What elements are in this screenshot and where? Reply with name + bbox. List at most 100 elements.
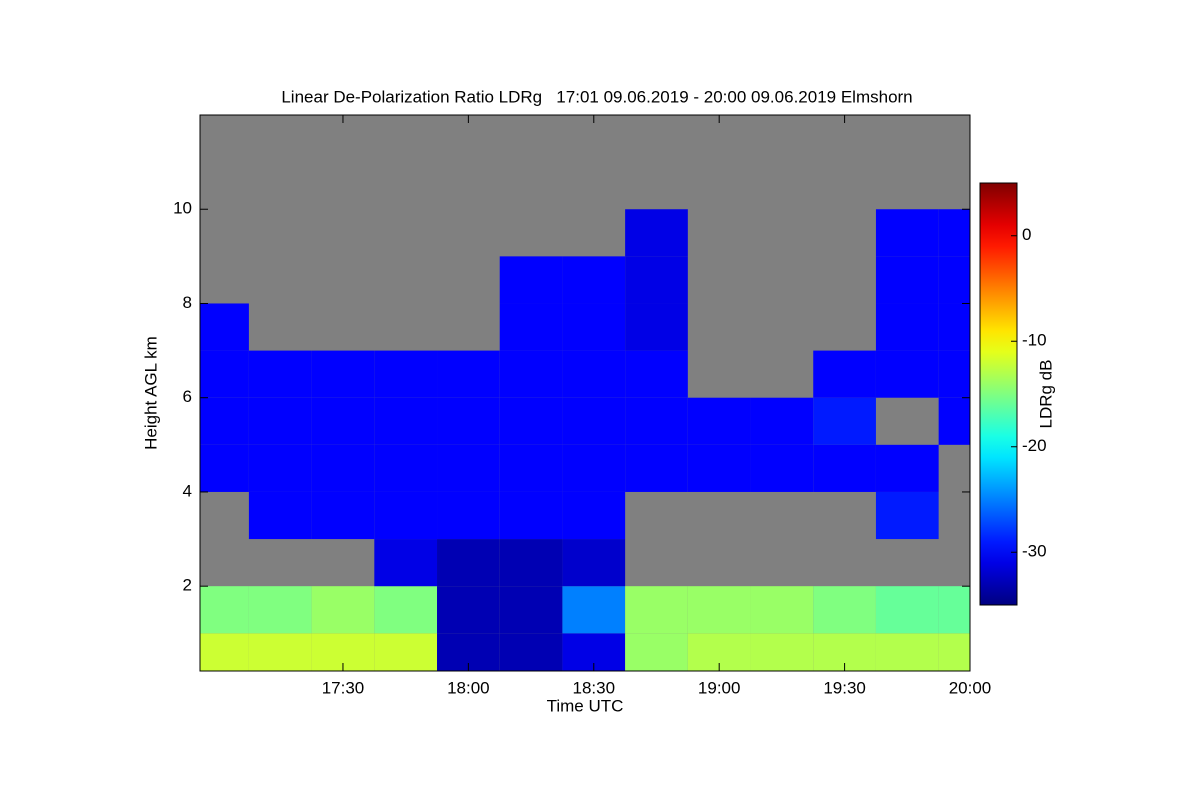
heatmap-cell — [687, 444, 751, 492]
y-tick-label: 2 — [183, 576, 192, 595]
heatmap-cell — [374, 586, 438, 634]
heatmap-cell — [750, 444, 814, 492]
heatmap-cell — [562, 350, 626, 398]
heatmap-cell — [200, 586, 249, 634]
heatmap-cell — [311, 491, 375, 540]
heatmap-cell — [499, 303, 563, 351]
colorbar-tick-label: -20 — [1022, 436, 1047, 455]
heatmap-cell — [813, 350, 876, 398]
heatmap-cell — [374, 397, 438, 445]
heatmap-cell — [938, 397, 970, 445]
heatmap-cell — [437, 444, 500, 492]
heatmap-cell — [499, 539, 563, 587]
heatmap-cell — [311, 397, 375, 445]
colorbar-label: LDRg dB — [1036, 360, 1055, 429]
colorbar-tick-label: 0 — [1022, 225, 1031, 244]
heatmap-cell — [499, 256, 563, 304]
heatmap-cell — [437, 397, 500, 445]
heatmap-cell — [625, 303, 688, 351]
chart-title: Linear De-Polarization Ratio LDRg 17:01 … — [281, 87, 912, 106]
heatmap-cell — [562, 256, 626, 304]
heatmap-cell — [437, 539, 500, 587]
colorbar-tick-label: -30 — [1022, 542, 1047, 561]
x-axis-label: Time UTC — [547, 696, 624, 715]
heatmap-cell — [687, 397, 751, 445]
colorbar-tick-label: -10 — [1022, 331, 1047, 350]
heatmap-cell — [750, 586, 814, 634]
heatmap-cell — [499, 633, 563, 671]
heatmap-cell — [938, 303, 970, 351]
heatmap-cell — [750, 397, 814, 445]
x-tick-label: 19:30 — [823, 678, 866, 697]
y-tick-label: 6 — [183, 387, 192, 406]
x-tick-label: 18:30 — [573, 678, 616, 697]
heatmap-cell — [311, 350, 375, 398]
heatmap-cell — [625, 209, 688, 257]
heatmap-cell — [374, 444, 438, 492]
heatmap-cell — [625, 350, 688, 398]
heatmap-cell — [625, 444, 688, 492]
heatmap-cell — [813, 397, 876, 445]
heatmap-cell — [875, 586, 939, 634]
heatmap-cell — [562, 444, 626, 492]
y-tick-label: 8 — [183, 293, 192, 312]
heatmap-cell — [562, 586, 626, 634]
heatmap-cell — [875, 633, 939, 671]
heatmap-cell — [875, 444, 939, 492]
colorbar — [979, 182, 1018, 606]
y-tick-label: 4 — [183, 481, 192, 500]
heatmap-cell — [938, 350, 970, 398]
heatmap-cell — [499, 586, 563, 634]
heatmap-cell — [562, 539, 626, 587]
heatmap-cell — [437, 491, 500, 540]
heatmap-cell — [311, 586, 375, 634]
heatmap-cell — [938, 633, 970, 671]
heatmap-cell — [938, 256, 970, 304]
heatmap-cell — [625, 633, 688, 671]
heatmap-cell — [562, 303, 626, 351]
heatmap-cell — [374, 350, 438, 398]
heatmap-cell — [311, 444, 375, 492]
x-tick-label: 18:00 — [447, 678, 490, 697]
y-axis-label: Height AGL km — [141, 336, 160, 450]
heatmap-cell — [562, 491, 626, 540]
heatmap-cell — [625, 256, 688, 304]
heatmap-cell — [200, 397, 249, 445]
heatmap-cell — [374, 633, 438, 671]
heatmap-cell — [248, 350, 312, 398]
heatmap-cell — [248, 444, 312, 492]
heatmap-cell — [374, 491, 438, 540]
heatmap-cell — [938, 586, 970, 634]
heatmap-cell — [562, 397, 626, 445]
heatmap-cell — [625, 397, 688, 445]
heatmap-cell — [625, 586, 688, 634]
heatmap-cell — [374, 539, 438, 587]
heatmap-cell — [200, 350, 249, 398]
y-tick-label: 10 — [173, 199, 192, 218]
heatmap-cell — [687, 586, 751, 634]
heatmap-cell — [750, 633, 814, 671]
heatmap-cell — [938, 209, 970, 257]
heatmap-cell — [200, 303, 249, 351]
x-tick-label: 20:00 — [949, 678, 992, 697]
heatmap-cell — [813, 586, 876, 634]
heatmap-cell — [499, 491, 563, 540]
heatmap-cell — [248, 633, 312, 671]
plot-frame — [199, 114, 971, 672]
heatmap-cell — [437, 586, 500, 634]
heatmap-cell — [248, 586, 312, 634]
heatmap-cell — [813, 444, 876, 492]
heatmap-cell — [875, 303, 939, 351]
x-tick-label: 17:30 — [322, 678, 365, 697]
heatmap-cell — [200, 444, 249, 492]
heatmap-cell — [437, 350, 500, 398]
x-tick-label: 19:00 — [698, 678, 741, 697]
heatmap-cell — [248, 491, 312, 540]
heatmap-cell — [499, 350, 563, 398]
heatmap-cell — [875, 209, 939, 257]
heatmap-cell — [875, 491, 939, 540]
heatmap-cell — [248, 397, 312, 445]
heatmap-cell — [499, 397, 563, 445]
heatmap-cell — [200, 633, 249, 671]
